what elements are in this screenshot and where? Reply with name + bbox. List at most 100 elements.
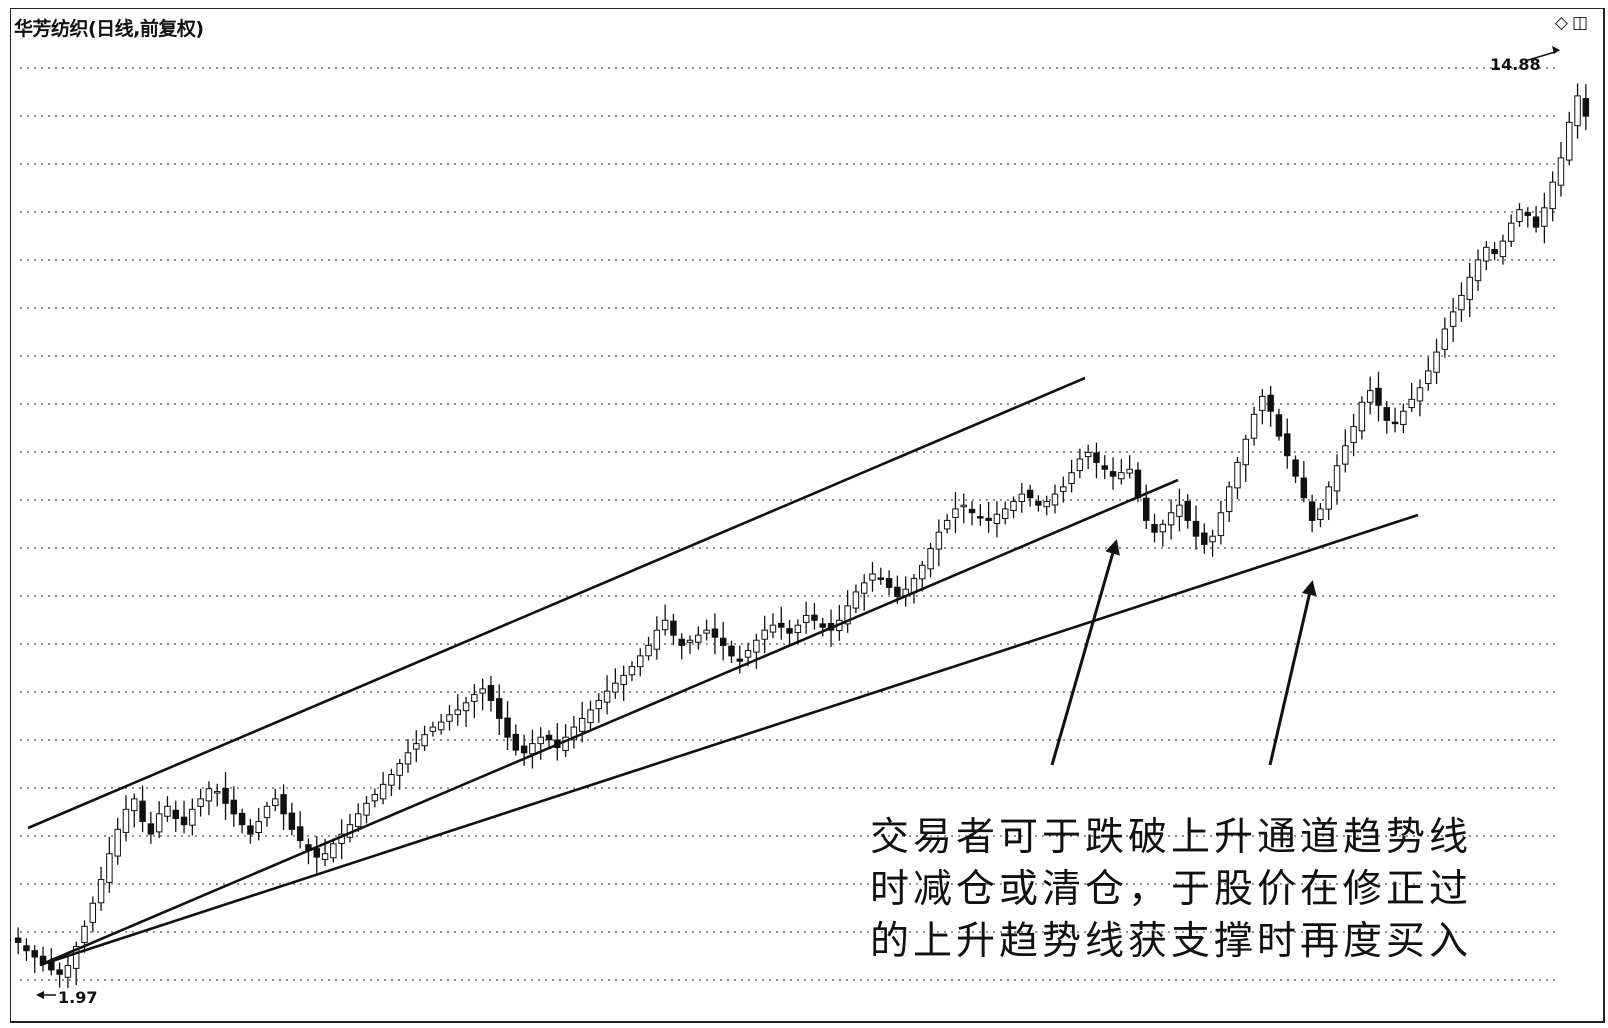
candle-body <box>1458 294 1465 311</box>
candle-body <box>968 508 976 514</box>
candle-body <box>1151 524 1158 533</box>
candle-body <box>64 965 72 978</box>
candle-body <box>952 508 959 518</box>
candle-body <box>205 788 213 802</box>
candle-body <box>1159 523 1167 533</box>
candle-body <box>927 547 934 570</box>
candle-body <box>1217 512 1225 537</box>
candle-body <box>496 698 503 719</box>
candle-body <box>222 787 229 804</box>
candle-body <box>155 813 163 833</box>
candle-body <box>1400 410 1407 425</box>
candle-body <box>180 816 188 826</box>
candle-body <box>1242 438 1250 466</box>
candle-body <box>512 733 520 751</box>
candle-body <box>877 577 885 580</box>
candle-body <box>578 717 586 732</box>
candle-body <box>56 969 63 975</box>
annotation-line: 交易者可于跌破上升通道趋势线 <box>870 815 1473 860</box>
candle-body <box>288 812 296 830</box>
candle-body <box>396 763 403 776</box>
candle-body <box>164 805 171 817</box>
candle-body <box>960 504 967 508</box>
candle-body <box>985 517 992 521</box>
candle-body <box>686 639 694 643</box>
candle-body <box>172 809 179 819</box>
candle-body <box>272 798 279 807</box>
candle-body <box>454 709 462 715</box>
candle-body <box>1416 387 1424 402</box>
candle-body <box>1093 452 1100 463</box>
candle-body <box>437 721 445 731</box>
candle-body <box>388 774 395 786</box>
candle-body <box>1118 472 1125 480</box>
candle-body <box>14 937 22 943</box>
candle-body <box>1184 500 1191 521</box>
window-controls: ◇ ◫ <box>1555 14 1588 32</box>
candle-body <box>1176 504 1183 517</box>
candle-body <box>1350 426 1357 443</box>
candle-body <box>147 823 155 835</box>
candle-body <box>1225 486 1233 513</box>
candle-body <box>1325 486 1332 510</box>
candle-body <box>1043 500 1050 508</box>
candle-body <box>462 702 470 712</box>
candle-body <box>802 614 810 623</box>
candle-body <box>603 690 611 703</box>
candle-body <box>595 699 603 710</box>
candle-body <box>612 682 619 693</box>
candle-body <box>719 637 727 646</box>
candle-body <box>943 519 951 530</box>
candle-body <box>31 950 38 958</box>
candle-body <box>1557 157 1565 186</box>
candle-body <box>1259 395 1266 411</box>
candle-body <box>354 813 362 828</box>
candle-body <box>761 629 768 640</box>
candle-body <box>1084 451 1092 458</box>
candle-body <box>1358 401 1366 432</box>
candle-body <box>1308 501 1316 521</box>
candle-body <box>1532 216 1540 228</box>
high-pointer-head <box>1552 46 1560 54</box>
candle-body <box>429 726 437 732</box>
candle-body <box>562 736 569 752</box>
candle-body <box>993 513 1001 525</box>
candle-body <box>421 734 428 747</box>
candle-body <box>89 902 97 923</box>
candle-body <box>1483 246 1490 262</box>
candle-body <box>1516 209 1523 223</box>
candle-body <box>1333 465 1341 492</box>
candle-body <box>1001 508 1009 520</box>
candle-body <box>628 666 636 676</box>
candle-body <box>504 717 511 738</box>
candle-body <box>1491 248 1498 255</box>
candle-body <box>753 639 760 653</box>
candle-body <box>1566 121 1573 161</box>
diamond-icon[interactable]: ◇ <box>1554 13 1568 33</box>
window-icon[interactable]: ◫ <box>1571 13 1588 33</box>
candle-body <box>81 925 88 943</box>
candle-body <box>313 848 320 858</box>
candle-body <box>1549 181 1556 210</box>
annotation-text: 交易者可于跌破上升通道趋势线 时减仓或清仓，于股价在修正过 的上升趋势线获支撑时… <box>870 812 1470 968</box>
candle-body <box>189 808 196 826</box>
candle-body <box>321 853 329 860</box>
candle-body <box>769 624 777 633</box>
candle-body <box>1449 311 1457 327</box>
candle-body <box>794 624 802 634</box>
candle-body <box>1126 468 1133 474</box>
candle-body <box>371 793 379 802</box>
candle-body <box>1466 276 1473 300</box>
candle-body <box>1284 433 1291 457</box>
candle-body <box>131 798 138 812</box>
candle-body <box>1275 414 1283 437</box>
candle-body <box>1292 459 1299 477</box>
candle-body <box>479 688 486 694</box>
candle-body <box>106 853 113 883</box>
candle-body <box>1026 489 1034 499</box>
candle-body <box>1267 394 1274 412</box>
arrow-to-channel-break <box>1050 539 1120 766</box>
candle-body <box>1201 532 1208 545</box>
candle-body <box>255 821 262 834</box>
candle-body <box>977 516 984 519</box>
